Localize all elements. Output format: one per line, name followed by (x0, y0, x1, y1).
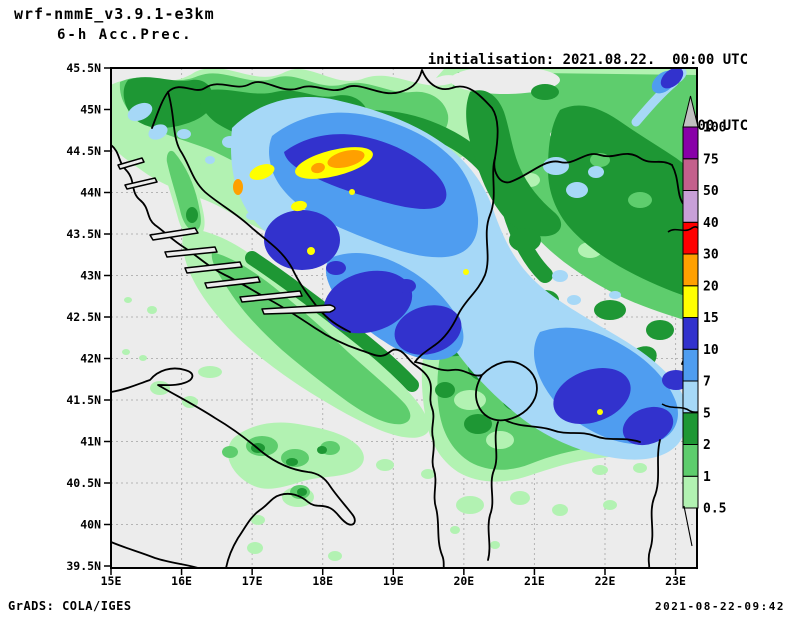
lon-label: 23E (665, 574, 686, 588)
lat-label: 42N (80, 352, 101, 366)
lat-label: 44.5N (66, 144, 101, 158)
lat-label: 39.5N (66, 559, 101, 573)
lon-label: 21E (524, 574, 545, 588)
lat-label: 44N (80, 186, 101, 200)
colorbar-segment (682, 444, 699, 477)
colorbar-label: 0.5 (703, 502, 726, 517)
colorbar-over-arrow (682, 95, 699, 128)
precip-shading (111, 68, 697, 561)
colorbar-label: 5 (703, 406, 711, 421)
grads-credit: GrADS: COLA/IGES (8, 599, 132, 613)
lat-label: 40N (80, 518, 101, 532)
colorbar-label: 2 (703, 438, 711, 453)
coastline-italy-south (111, 541, 199, 568)
lon-label: 18E (312, 574, 333, 588)
colorbar-label: 75 (703, 152, 719, 167)
coastline-italy (111, 367, 356, 568)
model-title: wrf-nmmE_v3.9.1-e3km (14, 5, 215, 23)
colorbar-segment (682, 285, 699, 318)
colorbar-label: 7 (703, 375, 711, 390)
colorbar-label: 30 (703, 248, 719, 263)
lon-label: 20E (453, 574, 474, 588)
dalmatian-islands (117, 157, 336, 315)
lon-label: 16E (171, 574, 192, 588)
axis-ticks (104, 67, 677, 575)
border-albania-east (487, 421, 499, 561)
country-borders (111, 69, 695, 568)
colorbar-segment (682, 412, 699, 445)
coastline-east-adriatic (111, 144, 445, 568)
colorbar-label: 10 (703, 343, 719, 358)
lat-label: 45N (80, 103, 101, 117)
colorbar-label: 50 (703, 184, 719, 199)
colorbar-segment (682, 126, 699, 160)
lon-label: 19E (383, 574, 404, 588)
lon-label: 15E (101, 574, 122, 588)
lat-label: 45.5N (66, 61, 101, 75)
colorbar-label: 20 (703, 279, 719, 294)
lat-label: 40.5N (66, 476, 101, 490)
colorbar-label: 15 (703, 311, 719, 326)
colorbar-segment (682, 317, 699, 350)
colorbar-segment (682, 158, 699, 191)
lon-label: 22E (595, 574, 616, 588)
border-bulgaria-south (647, 439, 661, 568)
colorbar-segment (682, 348, 699, 382)
colorbar-label: 100 (703, 121, 727, 136)
lat-label: 43.5N (66, 227, 101, 241)
colorbar-legend: 0.5 1 2 5 7 10 15 20 30 40 50 75 100 (682, 95, 727, 517)
border-north (151, 69, 673, 184)
lat-label: 41N (80, 435, 101, 449)
lat-label: 42.5N (66, 310, 101, 324)
border-overlay-on-colorbar (661, 226, 699, 547)
lon-axis: 15E 16E 17E 18E 19E 20E 21E 22E 23E (101, 574, 686, 588)
lat-label: 43N (80, 269, 101, 283)
lat-axis: 45.5N 45N 44.5N 44N 43.5N 43N 42.5N 42N 41.5N 41N… (66, 61, 101, 573)
colorbar-segment (682, 253, 699, 287)
lon-label: 17E (242, 574, 263, 588)
border-montenegro-kosovo (414, 360, 538, 422)
map-content (111, 68, 697, 568)
init-time: initialisation: 2021.08.22. 00:00 UTC (427, 52, 748, 68)
colorbar-label: 1 (703, 470, 711, 485)
colorbar-segment (682, 190, 699, 223)
creation-timestamp: 2021-08-22-09:42 (655, 600, 785, 613)
product-title: 6-h Acc.Prec. (57, 27, 193, 43)
colorbar-label: 40 (703, 216, 719, 231)
colorbar-segment (682, 475, 699, 509)
lat-label: 41.5N (66, 393, 101, 407)
border-macedonia-north (504, 419, 641, 443)
border-bosnia-east (414, 157, 496, 363)
